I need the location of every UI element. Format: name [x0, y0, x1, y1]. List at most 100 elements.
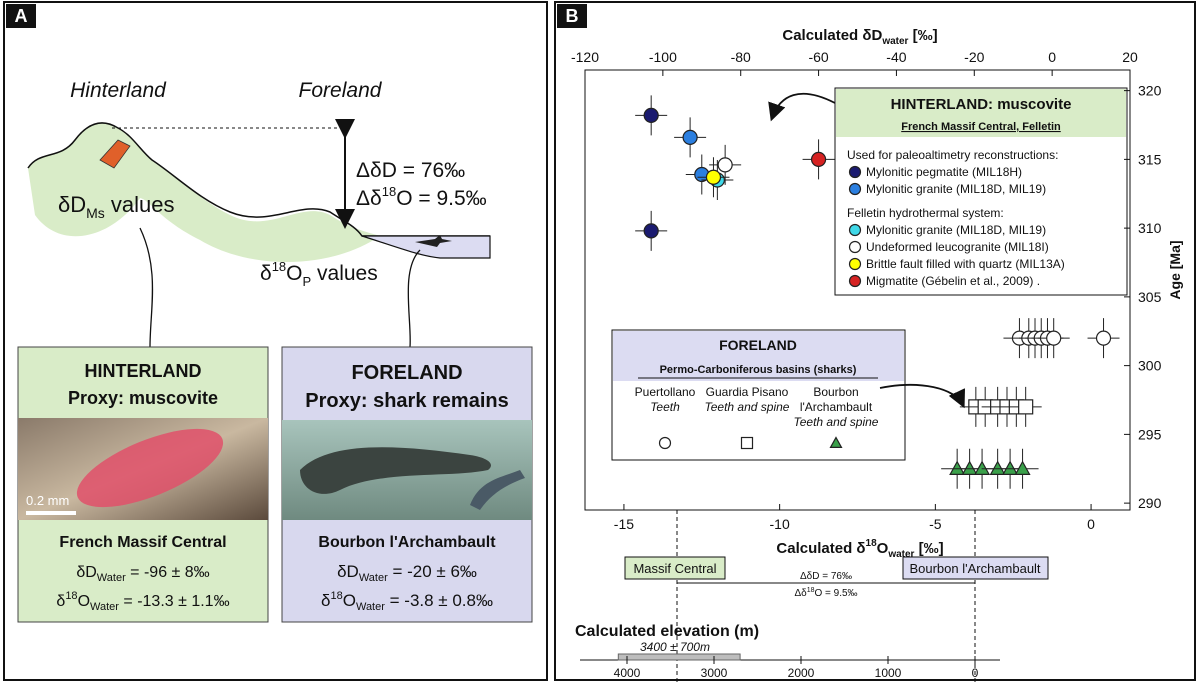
- point: [810, 151, 827, 167]
- legend-title: HINTERLAND: muscovite: [891, 96, 1072, 113]
- point: [717, 157, 733, 173]
- delta-d-text: ΔδD = 76‰: [356, 159, 465, 182]
- x-tick-label: -80: [731, 49, 751, 65]
- x2-axis-title: Calculated δ18Owater [‰]: [776, 538, 943, 560]
- muscovite-icon: [99, 139, 131, 169]
- callout-arrow: [768, 92, 836, 122]
- elevation-tick-label: 4000: [614, 666, 641, 680]
- y-tick-label: 305: [1138, 289, 1162, 305]
- point: [740, 436, 754, 450]
- x-tick-label: -40: [886, 49, 906, 65]
- y-tick-label: 320: [1138, 83, 1162, 99]
- point: [682, 129, 698, 145]
- elevation-tick-label: 2000: [788, 666, 815, 680]
- comparison-label: Bourbon l'Archambault: [909, 561, 1040, 576]
- panel-b-border: [554, 1, 1196, 681]
- point: [643, 107, 659, 123]
- box-site: French Massif Central: [59, 534, 226, 551]
- elevation-range: [617, 653, 741, 661]
- point: [961, 460, 978, 475]
- legend-material: Teeth: [650, 400, 680, 414]
- box-do: δ18OWater = -13.3 ± 1.1‰: [56, 590, 229, 613]
- panel-label: A: [15, 6, 28, 26]
- panel-label-box: [6, 4, 36, 28]
- foreland-label: Foreland: [299, 79, 383, 102]
- x-tick-label: -100: [649, 49, 677, 65]
- box-dd: δDWater = -96 ± 8‰: [76, 564, 209, 584]
- legend-subtitle: Permo-Carboniferous basins (sharks): [660, 364, 857, 376]
- point: [989, 460, 1006, 475]
- legend-label: Guardia Pisano: [705, 385, 789, 399]
- legend-label: Migmatite (Gébelin et al., 2009) .: [866, 274, 1040, 288]
- box-proxy: Proxy: shark remains: [305, 390, 508, 412]
- y-tick-label: 310: [1138, 220, 1162, 236]
- callout-arrow: [879, 384, 965, 409]
- connector: [407, 249, 421, 348]
- connector: [139, 227, 154, 348]
- legend-title: FORELAND: [719, 337, 797, 353]
- legend-group: Used for paleoaltimetry reconstructions:: [847, 148, 1058, 162]
- point: [848, 274, 862, 288]
- comparison-label: Massif Central: [633, 561, 716, 576]
- x-tick-label: -60: [808, 49, 828, 65]
- ms-values: δDMs values: [58, 192, 175, 221]
- legend-label: Mylonitic granite (MIL18D, MIL19): [866, 223, 1046, 237]
- point: [848, 257, 862, 271]
- point: [1018, 399, 1034, 415]
- elevation-tick-label: 0: [972, 666, 979, 680]
- topography: [27, 122, 490, 237]
- legend-label: Puertollano: [634, 385, 696, 399]
- box-dd: δDWater = -20 ± 6‰: [337, 562, 477, 584]
- x-axis-title: Calculated δDwater [‰]: [782, 27, 937, 47]
- x-tick-label: 0: [1048, 49, 1056, 65]
- legend-label: Undeformed leucogranite (MIL18I): [866, 240, 1049, 254]
- elevation-title: Calculated elevation (m): [575, 623, 759, 640]
- y-tick-label: 295: [1138, 426, 1162, 442]
- plot-frame: [584, 69, 1131, 511]
- x-tick-label: -120: [571, 49, 599, 65]
- x-tick-label: -20: [964, 49, 984, 65]
- shark-icon: [415, 235, 452, 247]
- x2-tick-label: -10: [770, 516, 790, 532]
- legend-material: Teeth and spine: [793, 415, 879, 429]
- legend-group: Felletin hydrothermal system:: [847, 206, 1004, 220]
- point: [848, 240, 862, 254]
- legend-material: Teeth and spine: [704, 400, 790, 414]
- shark-illustration: [470, 470, 525, 510]
- box-do: δ18OWater = -3.8 ± 0.8‰: [321, 590, 493, 613]
- legend-label: Mylonitic granite (MIL18D, MIL19): [866, 182, 1046, 196]
- point: [1002, 460, 1019, 475]
- box-site: Bourbon l'Archambault: [318, 534, 496, 551]
- legend-header: [836, 89, 1126, 137]
- point: [643, 223, 659, 239]
- elevation-tick-label: 3000: [701, 666, 728, 680]
- point: [949, 460, 966, 475]
- y-tick-label: 300: [1138, 358, 1162, 374]
- x-tick-label: 20: [1122, 49, 1138, 65]
- scale-label: 0.2 mm: [26, 493, 69, 508]
- point: [1046, 330, 1062, 346]
- y-tick-label: 315: [1138, 151, 1162, 167]
- comparison-dd: ΔδD = 76‰: [800, 571, 852, 582]
- box-title: FORELAND: [351, 362, 462, 384]
- point: [848, 165, 862, 179]
- panel-a-border: [3, 1, 548, 681]
- y-axis-title: Age [Ma]: [1167, 240, 1183, 299]
- x2-tick-label: -5: [929, 516, 942, 532]
- muscovite-grain: [76, 428, 224, 508]
- elevation-estimate: 3400 ± 700m: [640, 640, 710, 654]
- point: [1095, 330, 1112, 346]
- sea: [361, 235, 491, 259]
- box-proxy: Proxy: muscovite: [68, 388, 218, 408]
- comparison-box: [902, 556, 1049, 580]
- hinterland-label: Hinterland: [70, 79, 167, 102]
- y-tick-label: 290: [1138, 495, 1162, 511]
- shark-illustration: [300, 447, 491, 494]
- panel-label-box: [557, 4, 587, 28]
- legend-label: Bourbon l'Archambault: [799, 385, 873, 414]
- op-values: δ18OP values: [260, 259, 378, 289]
